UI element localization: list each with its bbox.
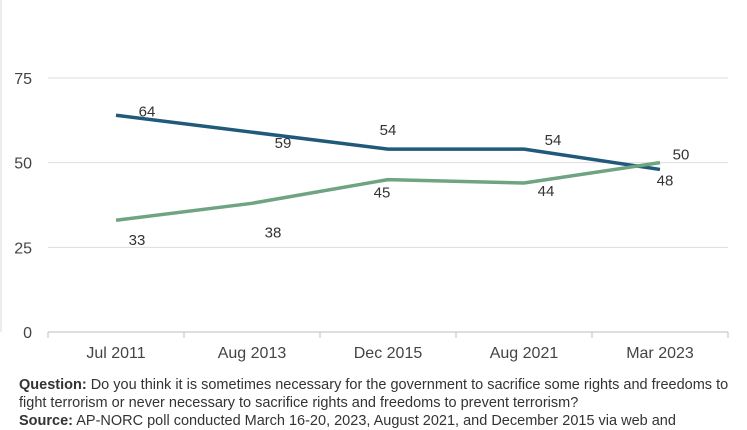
data-label-s1-p1: 38 (265, 224, 282, 241)
question-text: Do you think it is sometimes necessary f… (19, 377, 728, 411)
y-axis-ticks: 0 25 50 75 (14, 71, 32, 342)
source-label: Source: (19, 413, 73, 429)
data-label-s0-p2: 54 (380, 122, 397, 139)
y-tick-label-0: 0 (23, 325, 32, 342)
line-chart: 0 25 50 75 Jul 2011 Aug 2013 Dec 2015 Aug 2021… (0, 0, 747, 372)
data-labels: 64 59 54 54 48 33 38 45 44 50 (129, 103, 690, 249)
data-label-s0-p3: 54 (545, 132, 562, 149)
data-label-s1-p4: 50 (673, 147, 690, 164)
x-tick-label-2: Dec 2015 (354, 345, 423, 362)
chart-notes: Question: Do you think it is sometimes n… (19, 376, 734, 430)
data-label-s1-p2: 45 (374, 185, 391, 202)
data-label-s1-p0: 33 (129, 232, 146, 249)
y-tick-label-75: 75 (14, 71, 32, 88)
x-tick-label-4: Mar 2023 (626, 345, 694, 362)
source-note: Source: AP-NORC poll conducted March 16-… (19, 412, 734, 430)
y-tick-label-25: 25 (14, 240, 32, 257)
y-tick-label-50: 50 (14, 156, 32, 173)
x-axis: Jul 2011 Aug 2013 Dec 2015 Aug 2021 Mar 2023 (48, 332, 728, 362)
x-tick-label-1: Aug 2013 (218, 345, 287, 362)
source-text: AP-NORC poll conducted March 16-20, 2023… (73, 413, 676, 429)
data-label-s0-p0: 64 (139, 103, 156, 120)
data-label-s0-p4: 48 (657, 172, 674, 189)
question-note: Question: Do you think it is sometimes n… (19, 376, 734, 412)
data-label-s1-p3: 44 (538, 183, 555, 200)
x-tick-label-0: Jul 2011 (86, 345, 145, 362)
x-tick-label-3: Aug 2021 (490, 345, 559, 362)
gridlines (1, 0, 728, 332)
question-label: Question: (19, 377, 87, 393)
data-label-s0-p1: 59 (275, 135, 292, 152)
